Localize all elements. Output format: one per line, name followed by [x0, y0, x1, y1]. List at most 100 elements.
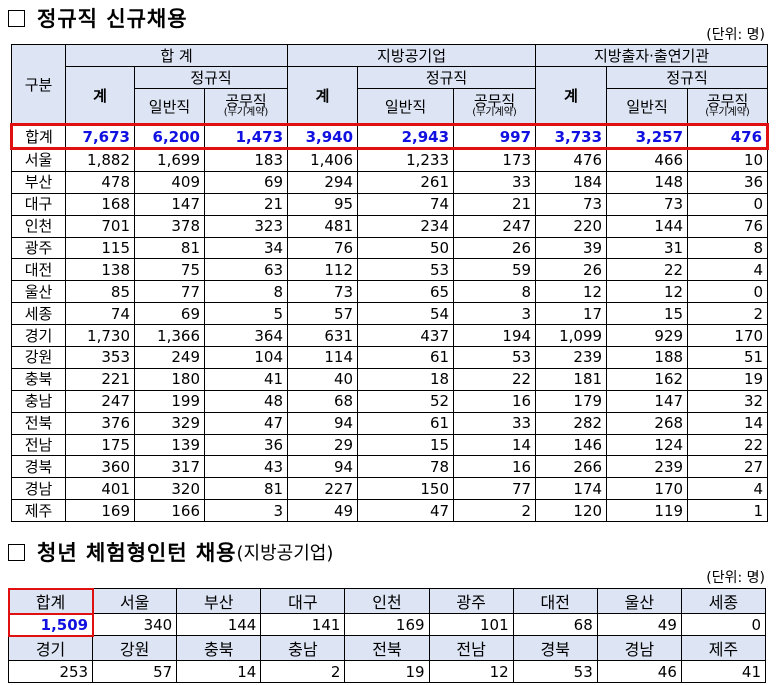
- region-label: 세종: [680, 588, 767, 614]
- section1-title: 정규직 신규채용: [8, 3, 188, 33]
- value-cell: 14: [176, 660, 262, 683]
- value-cell: 77: [453, 477, 537, 501]
- value-cell: 51: [687, 346, 769, 369]
- value-cell: 261: [357, 170, 455, 194]
- value-cell: 48: [203, 389, 289, 413]
- header-group-local-public: 지방공기업: [287, 44, 537, 67]
- region-label: 경남: [596, 635, 682, 661]
- value-cell: 253: [7, 660, 94, 683]
- value-cell: 239: [606, 455, 689, 479]
- value-cell: 138: [65, 258, 135, 282]
- value-cell: 49: [596, 613, 682, 636]
- value-cell: 124: [606, 433, 689, 457]
- value-cell: 6,200: [134, 123, 205, 150]
- region-label: 울산: [596, 588, 682, 614]
- value-cell: 63: [203, 258, 289, 282]
- value-cell: 59: [453, 258, 537, 282]
- value-cell: 929: [606, 324, 689, 348]
- value-cell: 81: [203, 477, 289, 501]
- value-cell: 41: [680, 660, 767, 683]
- value-cell: 49: [287, 499, 359, 523]
- value-cell: 282: [535, 411, 608, 435]
- value-cell: 27: [687, 455, 769, 479]
- value-cell: 21: [453, 192, 537, 216]
- value-cell: 61: [357, 411, 455, 435]
- value-cell: 268: [606, 411, 689, 435]
- value-cell: 10: [687, 148, 769, 172]
- value-cell: 266: [535, 455, 608, 479]
- value-cell: 173: [453, 148, 537, 172]
- header-public: 공무직 (무기계약): [203, 88, 289, 125]
- value-cell: 317: [134, 455, 205, 479]
- value-cell: 294: [287, 170, 359, 194]
- value-cell: 7,673: [65, 123, 135, 150]
- value-cell: 3: [203, 499, 289, 523]
- value-cell: 120: [535, 499, 608, 523]
- section2-title: 청년 체험형인턴 채용 (지방공기업): [8, 537, 333, 567]
- value-cell: 3: [453, 302, 537, 326]
- header-total: 계: [65, 66, 135, 125]
- value-cell: 36: [687, 170, 769, 194]
- value-cell: 94: [287, 411, 359, 435]
- region-label: 대전: [512, 588, 598, 614]
- region-cell: 대구: [11, 192, 66, 216]
- region-cell: 전북: [11, 411, 66, 435]
- region-label: 충북: [176, 635, 262, 661]
- value-cell: 220: [535, 214, 608, 238]
- value-cell: 75: [134, 258, 205, 282]
- value-cell: 8: [687, 236, 769, 260]
- value-cell: 73: [287, 280, 359, 304]
- value-cell: 1,473: [203, 123, 289, 150]
- region-label: 대구: [260, 588, 346, 614]
- value-cell: 4: [687, 477, 769, 501]
- value-cell: 15: [357, 433, 455, 457]
- value-cell: 194: [453, 324, 537, 348]
- value-cell: 47: [203, 411, 289, 435]
- value-cell: 85: [65, 280, 135, 304]
- value-cell: 144: [606, 214, 689, 238]
- value-cell: 12: [428, 660, 514, 683]
- value-row: 253 57 14 2 19 12 53 46 41: [7, 660, 767, 683]
- value-cell: 5: [203, 302, 289, 326]
- table-row: 광주 115 81 34 76 50 26 39 31 8: [11, 236, 769, 260]
- value-cell: 329: [134, 411, 205, 435]
- value-cell: 0: [687, 192, 769, 216]
- regular-hiring-table: 구분 합 계 지방공기업 지방출자·출연기관 계 정규직 계 정규직 계 정규직 일…: [10, 44, 770, 523]
- header-region: 구분: [11, 44, 66, 125]
- value-cell: 247: [453, 214, 537, 238]
- value-cell: 221: [65, 367, 135, 391]
- value-cell: 360: [65, 455, 135, 479]
- value-cell: 29: [287, 433, 359, 457]
- value-cell: 41: [203, 367, 289, 391]
- value-cell: 247: [65, 389, 135, 413]
- table-row: 경남 401 320 81 227 150 77 174 170 4: [11, 477, 769, 501]
- value-cell: 61: [357, 346, 455, 369]
- region-label: 인천: [344, 588, 430, 614]
- header-regular: 정규직: [133, 66, 289, 89]
- value-cell: 148: [606, 170, 689, 194]
- value-cell: 175: [65, 433, 135, 457]
- value-cell: 437: [357, 324, 455, 348]
- header-public: 공무직 (무기계약): [687, 88, 769, 125]
- header-public-label: 공무직: [225, 92, 267, 110]
- region-cell: 강원: [11, 346, 66, 369]
- value-cell: 1,233: [357, 148, 455, 172]
- value-cell: 74: [357, 192, 455, 216]
- region-label: 경북: [512, 635, 598, 661]
- value-cell: 1,406: [287, 148, 359, 172]
- value-cell: 26: [453, 236, 537, 260]
- value-cell: 997: [453, 123, 537, 150]
- table-row: 제주 169 166 3 49 47 2 120 119 1: [11, 499, 769, 523]
- value-cell: 12: [606, 280, 689, 304]
- value-cell: 481: [287, 214, 359, 238]
- header-public: 공무직 (무기계약): [453, 88, 537, 125]
- checkbox-square-icon: [8, 543, 25, 561]
- value-cell: 139: [134, 433, 205, 457]
- value-cell: 40: [287, 367, 359, 391]
- value-cell: 22: [453, 367, 537, 391]
- value-cell: 180: [134, 367, 205, 391]
- region-cell: 세종: [11, 302, 66, 326]
- value-cell: 33: [453, 411, 537, 435]
- region-cell: 제주: [11, 499, 66, 523]
- header-general: 일반직: [357, 88, 455, 125]
